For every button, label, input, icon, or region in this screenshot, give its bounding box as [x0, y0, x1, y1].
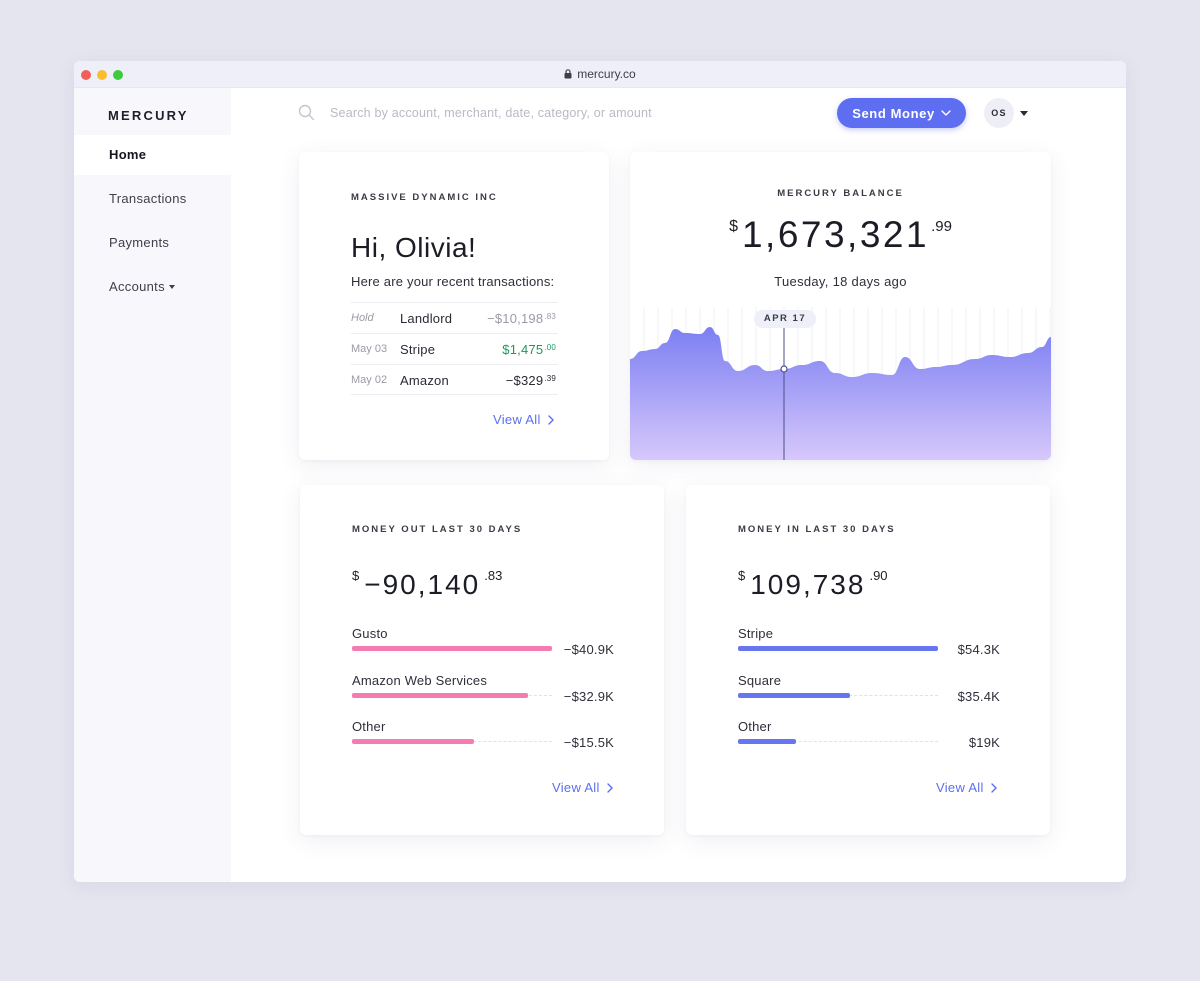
category-name: Other	[352, 719, 386, 734]
balance-chart[interactable]	[630, 307, 1051, 460]
transaction-row[interactable]: Hold Landlord −$10,198.83	[351, 302, 558, 333]
category-value: $19K	[968, 735, 1000, 750]
money-in-item[interactable]: Stripe $54.3K	[738, 626, 1000, 666]
category-name: Square	[738, 673, 782, 688]
view-all-money-in-link[interactable]: View All	[936, 780, 997, 795]
transaction-amount: $1,475.00	[502, 342, 556, 357]
transaction-row[interactable]: May 03 Stripe $1,475.00	[351, 333, 558, 364]
chevron-right-icon	[990, 782, 997, 793]
user-avatar[interactable]: OS	[984, 98, 1014, 128]
recent-transactions-card: MASSIVE DYNAMIC INC Hi, Olivia! Here are…	[299, 152, 609, 460]
transaction-date: May 03	[351, 343, 388, 355]
send-money-label: Send Money	[852, 105, 935, 121]
send-money-button[interactable]: Send Money	[837, 98, 966, 128]
view-all-label: View All	[936, 780, 984, 795]
view-all-transactions-link[interactable]: View All	[493, 412, 554, 427]
money-in-title: MONEY IN LAST 30 DAYS	[738, 524, 896, 535]
transaction-date: Hold	[351, 312, 374, 324]
chevron-right-icon	[547, 414, 554, 425]
view-all-money-out-link[interactable]: View All	[552, 780, 613, 795]
sidebar-item-label: Payments	[109, 235, 170, 250]
search-icon	[298, 104, 315, 121]
sidebar: MERCURY Home Transactions Payments Accou…	[74, 88, 231, 882]
mercury-logo[interactable]: MERCURY	[108, 108, 189, 123]
category-value: −$32.9K	[563, 689, 614, 704]
address-bar[interactable]: mercury.co	[74, 67, 1126, 81]
balance-date: Tuesday, 18 days ago	[774, 274, 907, 289]
category-value: −$40.9K	[563, 642, 614, 657]
transactions-subtitle: Here are your recent transactions:	[351, 274, 555, 289]
transaction-merchant: Stripe	[400, 342, 436, 357]
category-name: Amazon Web Services	[352, 673, 488, 688]
money-out-item[interactable]: Other −$15.5K	[352, 719, 614, 759]
money-out-total: $ −90,140.83	[352, 568, 503, 600]
view-all-label: View All	[493, 412, 541, 427]
money-out-item[interactable]: Amazon Web Services −$32.9K	[352, 673, 614, 713]
sidebar-item-payments[interactable]: Payments	[74, 223, 231, 263]
bar-fill	[352, 739, 474, 744]
sidebar-item-transactions[interactable]: Transactions	[74, 179, 231, 219]
transaction-date: May 02	[351, 374, 388, 386]
money-out-title: MONEY OUT LAST 30 DAYS	[352, 524, 523, 535]
browser-titlebar: mercury.co	[74, 61, 1126, 88]
date-marker-point[interactable]	[780, 365, 788, 373]
maximize-window-button[interactable]	[113, 70, 123, 80]
category-name: Stripe	[738, 626, 774, 641]
balance-amount: $1,673,321.99	[729, 214, 952, 255]
sidebar-item-label: Home	[109, 147, 147, 162]
transaction-row[interactable]: May 02 Amazon −$329.39	[351, 364, 558, 395]
category-name: Other	[738, 719, 772, 734]
caret-down-icon	[168, 285, 175, 289]
money-out-card: MONEY OUT LAST 30 DAYS $ −90,140.83 Gusto…	[300, 485, 664, 835]
balance-area	[630, 327, 1051, 460]
money-in-card: MONEY IN LAST 30 DAYS $109,738.90 Stripe…	[686, 485, 1050, 835]
category-value: −$15.5K	[563, 735, 614, 750]
transaction-list: Hold Landlord −$10,198.83 May 03 Stripe …	[351, 302, 558, 395]
bar-track	[738, 741, 938, 742]
category-value: $35.4K	[957, 689, 1000, 704]
sidebar-item-home[interactable]: Home	[74, 135, 231, 175]
money-in-item[interactable]: Other $19K	[738, 719, 1000, 759]
balance-title: MERCURY BALANCE	[777, 188, 904, 199]
sidebar-item-accounts[interactable]: Accounts	[74, 267, 231, 307]
view-all-label: View All	[552, 780, 600, 795]
browser-window: mercury.co MERCURY Home Transactions Pay…	[74, 61, 1126, 882]
company-name: MASSIVE DYNAMIC INC	[351, 192, 498, 203]
transaction-amount: −$329.39	[505, 373, 556, 388]
bar-fill	[738, 646, 938, 651]
sidebar-item-label: Transactions	[109, 191, 187, 206]
search-input[interactable]	[330, 103, 790, 123]
money-out-item[interactable]: Gusto −$40.9K	[352, 626, 614, 666]
chevron-right-icon	[606, 782, 613, 793]
bar-fill	[738, 693, 850, 698]
transaction-merchant: Landlord	[400, 311, 453, 326]
sidebar-item-label: Accounts	[109, 279, 165, 294]
category-name: Gusto	[352, 626, 388, 641]
chevron-down-icon	[941, 110, 951, 116]
minimize-window-button[interactable]	[97, 70, 107, 80]
bar-fill	[352, 693, 528, 698]
balance-card: MERCURY BALANCE $1,673,321.99 Tuesday, 1…	[630, 152, 1051, 460]
date-marker-label: APR 17	[754, 310, 816, 328]
url-text: mercury.co	[577, 67, 636, 81]
lock-icon	[564, 69, 572, 79]
greeting: Hi, Olivia!	[351, 232, 477, 263]
transaction-merchant: Amazon	[400, 373, 449, 388]
money-in-total: $109,738.90	[738, 568, 888, 600]
category-value: $54.3K	[957, 642, 1000, 657]
caret-down-icon[interactable]	[1020, 111, 1028, 116]
money-in-item[interactable]: Square $35.4K	[738, 673, 1000, 713]
close-window-button[interactable]	[81, 70, 91, 80]
bar-fill	[352, 646, 552, 651]
transaction-amount: −$10,198.83	[487, 311, 556, 326]
bar-fill	[738, 739, 796, 744]
